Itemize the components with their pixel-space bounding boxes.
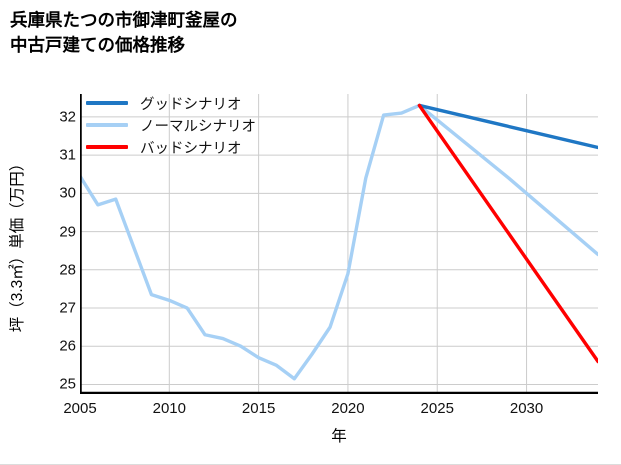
y-tick-label: 27 [59,299,76,317]
y-axis-title: 坪（3.3㎡）単価（万円） [4,94,28,394]
chart-legend: グッドシナリオ ノーマルシナリオ バッドシナリオ [86,92,316,158]
series-line-normal [80,103,598,381]
legend-swatch-icon [86,123,128,127]
legend-swatch-icon [86,101,128,105]
legend-item-normal[interactable]: ノーマルシナリオ [86,114,316,136]
legend-item-label: バッドシナリオ [140,140,242,157]
x-tick-label: 2030 [509,400,544,417]
y-tick-label: 28 [59,261,76,279]
x-tick-label: 2005 [63,400,97,417]
x-axis-tick-labels: 2005 2010 2015 2020 2025 2030 [63,400,598,421]
legend-item-bad[interactable]: バッドシナリオ [86,136,316,158]
series-line-bad [417,103,598,364]
y-tick-label: 32 [59,108,76,126]
plot-area [80,94,598,394]
legend-swatch-icon [86,145,128,149]
y-tick-label: 31 [59,146,76,164]
y-tick-label: 25 [59,375,76,393]
x-tick-label: 2020 [331,400,365,417]
gridlines [80,94,598,394]
legend-item-good[interactable]: グッドシナリオ [86,92,316,114]
x-tick-label: 2015 [241,400,276,417]
legend-item-label: グッドシナリオ [140,96,242,113]
series-line-good [417,103,598,150]
x-tick-label: 2025 [420,400,454,417]
chart-title: 兵庫県たつの市御津町釜屋の 中古戸建ての価格推移 [10,10,238,55]
plot-svg [80,94,598,394]
legend-item-label: ノーマルシナリオ [140,118,256,135]
x-axis-title: 年 [331,428,347,445]
y-tick-label: 30 [59,184,76,202]
y-tick-label: 26 [59,337,76,355]
y-axis-title-text: 坪（3.3㎡）単価（万円） [9,155,26,333]
y-tick-label: 29 [59,223,76,241]
y-axis-tick-labels: 25 26 27 28 29 30 31 32 [34,94,76,394]
x-tick-label: 2010 [152,400,186,417]
